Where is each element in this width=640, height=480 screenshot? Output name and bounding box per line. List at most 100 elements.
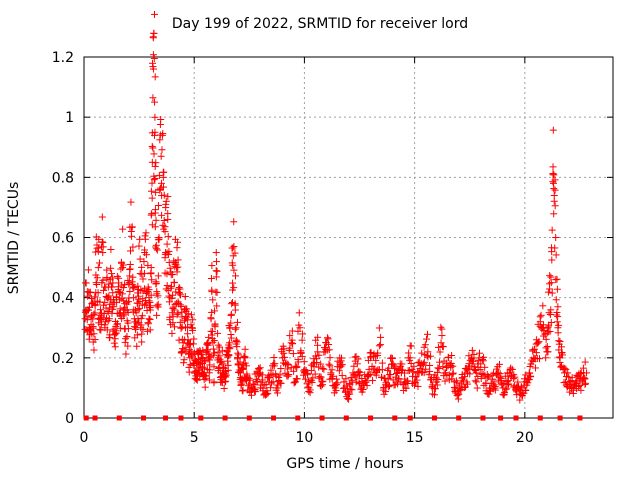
data-point <box>544 348 552 356</box>
data-point <box>555 321 563 329</box>
data-point <box>130 284 138 292</box>
data-point <box>101 321 109 329</box>
data-point <box>170 257 178 265</box>
data-point <box>267 379 275 387</box>
data-point <box>93 281 101 289</box>
y-tick-label: 1.2 <box>52 50 74 66</box>
data-point <box>421 341 429 349</box>
data-point <box>168 329 176 337</box>
data-point <box>164 210 172 218</box>
data-point <box>125 280 133 288</box>
data-point <box>148 210 156 218</box>
data-point <box>542 335 550 343</box>
data-point <box>116 305 124 313</box>
zero-point <box>116 415 122 421</box>
data-point <box>103 326 111 334</box>
data-point <box>216 343 224 351</box>
data-point <box>208 308 216 316</box>
data-point <box>155 171 163 179</box>
data-point <box>400 369 408 377</box>
data-point <box>313 358 321 366</box>
data-point <box>149 63 157 71</box>
data-point <box>277 365 285 373</box>
data-point <box>338 361 346 369</box>
data-point <box>273 389 281 397</box>
data-point <box>210 363 218 371</box>
data-point <box>319 365 327 373</box>
data-point <box>378 366 386 374</box>
data-point <box>208 286 216 294</box>
data-point <box>406 356 414 364</box>
data-point <box>98 213 106 221</box>
data-point <box>162 197 170 205</box>
zero-point <box>392 415 398 421</box>
data-point <box>300 358 308 366</box>
data-point <box>158 211 166 219</box>
data-point <box>150 150 158 158</box>
zero-point <box>343 415 349 421</box>
zero-point <box>246 415 252 421</box>
data-point <box>168 294 176 302</box>
data-point <box>355 379 363 387</box>
data-point <box>187 321 195 329</box>
data-point <box>148 142 156 150</box>
data-point <box>511 373 519 381</box>
data-point <box>281 353 289 361</box>
data-point <box>398 360 406 368</box>
data-point <box>537 311 545 319</box>
data-point <box>138 263 146 271</box>
data-point <box>558 343 566 351</box>
data-point <box>433 381 441 389</box>
data-point <box>552 296 560 304</box>
data-point <box>431 385 439 393</box>
data-point <box>89 315 97 323</box>
data-point <box>188 311 196 319</box>
data-point <box>158 146 166 154</box>
data-point <box>366 349 374 357</box>
data-point <box>435 365 443 373</box>
data-point <box>245 382 253 390</box>
data-point <box>420 369 428 377</box>
data-point <box>136 298 144 306</box>
y-tick-label: 1 <box>65 110 74 126</box>
data-point <box>551 176 559 184</box>
data-point <box>417 359 425 367</box>
data-point <box>284 365 292 373</box>
data-point <box>437 339 445 347</box>
data-point <box>144 320 152 328</box>
data-point <box>90 346 98 354</box>
data-point <box>549 126 557 134</box>
data-point <box>547 319 555 327</box>
zero-point <box>577 415 583 421</box>
data-point <box>413 376 421 384</box>
data-point <box>334 379 342 387</box>
data-point <box>142 300 150 308</box>
data-point <box>503 385 511 393</box>
data-point <box>88 294 96 302</box>
data-point <box>103 266 111 274</box>
data-point <box>169 270 177 278</box>
data-point <box>437 323 445 331</box>
data-point <box>129 273 137 281</box>
zero-point <box>163 415 169 421</box>
data-point <box>161 228 169 236</box>
data-point <box>160 216 168 224</box>
data-point <box>539 302 547 310</box>
data-point <box>388 354 396 362</box>
data-point <box>151 73 159 81</box>
data-point <box>203 340 211 348</box>
data-point <box>471 377 479 385</box>
data-point <box>264 390 272 398</box>
y-tick-label: 0.6 <box>52 231 74 247</box>
data-point <box>91 309 99 317</box>
data-point <box>470 350 478 358</box>
data-point <box>376 341 384 349</box>
data-point <box>151 206 159 214</box>
data-point <box>137 314 145 322</box>
data-point <box>213 302 221 310</box>
data-point <box>256 364 264 372</box>
data-point <box>94 264 102 272</box>
data-point <box>473 384 481 392</box>
data-point <box>181 293 189 301</box>
data-point <box>293 375 301 383</box>
